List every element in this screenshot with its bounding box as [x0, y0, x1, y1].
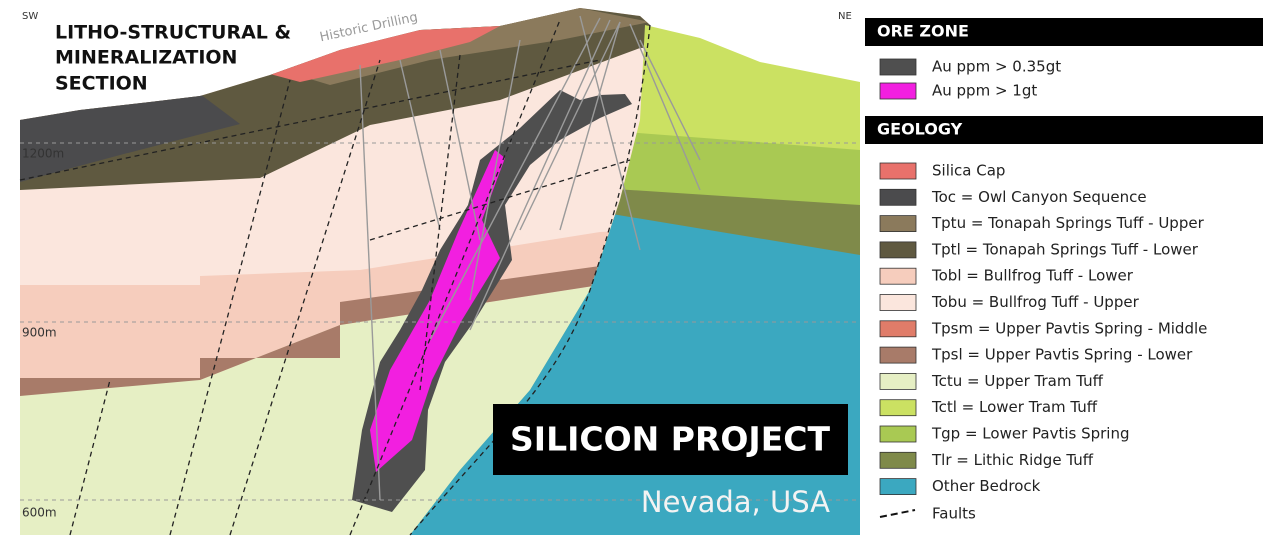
legend-label: Tpsm = Upper Pavtis Spring - Middle [931, 319, 1207, 337]
title-line: SECTION [55, 73, 148, 95]
legend-swatch [880, 163, 916, 179]
page: 1200m 900m 600m SW NE Historic Drilling … [0, 0, 1263, 539]
legend-label: Tobl = Bullfrog Tuff - Lower [931, 267, 1134, 285]
fault-swatch [880, 510, 915, 517]
legend-label: Tgp = Lower Pavtis Spring [931, 425, 1130, 443]
legend-label: Silica Cap [932, 162, 1005, 180]
legend-label: Tpsl = Upper Pavtis Spring - Lower [931, 346, 1193, 364]
legend-label: Tctu = Upper Tram Tuff [931, 372, 1104, 390]
legend-label: Au ppm > 1gt [932, 82, 1037, 100]
legend: ORE ZONE GEOLOGY Faults Au ppm > 0.35gt A… [865, 18, 1263, 523]
legend-label: Tptl = Tonapah Springs Tuff - Lower [931, 240, 1199, 258]
legend-swatch [880, 295, 916, 311]
legend-swatch [880, 373, 916, 389]
elevation-label: 1200m [22, 147, 64, 161]
elevation-label: 600m [22, 506, 57, 520]
legend-swatch [880, 242, 916, 258]
legend-swatch [880, 83, 916, 99]
legend-label: Faults [932, 505, 976, 523]
project-name: SILICON PROJECT [510, 420, 830, 459]
direction-label: SW [22, 11, 38, 22]
legend-label: Tobu = Bullfrog Tuff - Upper [931, 293, 1140, 311]
legend-label: Tctl = Lower Tram Tuff [931, 398, 1098, 416]
legend-swatch [880, 479, 916, 495]
legend-label: Toc = Owl Canyon Sequence [931, 188, 1147, 206]
location: Nevada, USA [641, 485, 830, 519]
legend-swatch [880, 400, 916, 416]
legend-label: Au ppm > 0.35gt [932, 58, 1061, 76]
legend-swatch [880, 216, 916, 232]
legend-swatch [880, 268, 916, 284]
section: 1200m 900m 600m SW NE Historic Drilling … [20, 0, 860, 539]
legend-swatch [880, 321, 916, 337]
legend-swatch [880, 189, 916, 205]
legend-heading: ORE ZONE [877, 22, 969, 41]
legend-heading: GEOLOGY [877, 120, 963, 139]
legend-swatch [880, 426, 916, 442]
legend-swatch [880, 59, 916, 75]
direction-label: NE [838, 11, 852, 22]
legend-swatch [880, 347, 916, 363]
title-line: MINERALIZATION [55, 47, 237, 69]
title-line: LITHO-STRUCTURAL & [55, 22, 291, 44]
legend-label: Other Bedrock [932, 477, 1041, 495]
elevation-label: 900m [22, 326, 57, 340]
legend-label: Tptu = Tonapah Springs Tuff - Upper [931, 214, 1205, 232]
legend-label: Tlr = Lithic Ridge Tuff [931, 451, 1094, 469]
legend-swatch [880, 452, 916, 468]
